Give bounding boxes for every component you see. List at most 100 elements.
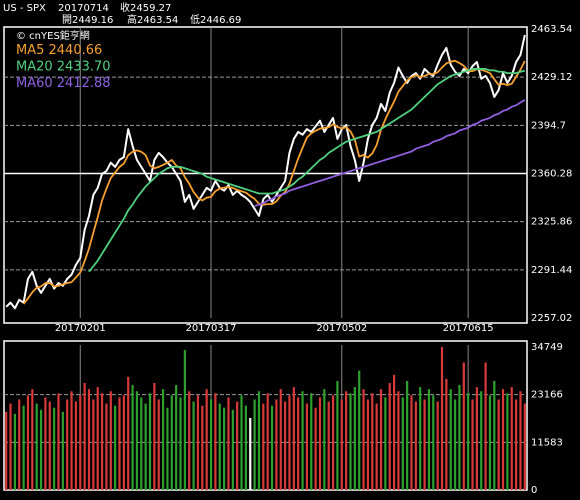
volume-bar	[270, 405, 274, 490]
volume-bar	[279, 389, 282, 490]
volume-bar	[114, 405, 117, 490]
volume-bar	[144, 403, 147, 490]
volume-bar	[475, 387, 478, 490]
volume-bar	[401, 397, 404, 490]
volume-bar	[83, 383, 86, 490]
volume-bar	[240, 395, 243, 490]
x-tick-label: 20170317	[186, 323, 237, 334]
y-tick-label: 2325.86	[531, 217, 572, 228]
volume-bar	[183, 350, 186, 490]
volume-bar	[488, 395, 492, 490]
volume-bar	[13, 413, 16, 490]
volume-bar	[427, 389, 431, 490]
y-tick-label: 23166	[531, 390, 563, 401]
price-line	[254, 99, 526, 207]
volume-bar	[105, 403, 108, 490]
volume-bar	[301, 391, 304, 490]
y-tick-label: 2463.54	[531, 24, 572, 35]
volume-bar	[201, 405, 204, 490]
open-price: 開2449.16	[62, 14, 113, 26]
legend-entry: MA20 2433.70	[16, 60, 111, 75]
volume-bar	[157, 399, 160, 490]
volume-bar	[231, 409, 234, 490]
volume-bar	[135, 391, 139, 490]
volume-bar	[506, 393, 509, 490]
volume-bar	[39, 409, 43, 490]
volume-bar	[340, 399, 343, 490]
volume-bar	[349, 393, 352, 490]
y-tick-label: 2360.28	[531, 169, 572, 180]
volume-bar	[515, 399, 518, 490]
volume-bar	[501, 389, 505, 490]
volume-bar	[122, 395, 125, 490]
volume-bar	[5, 411, 8, 490]
volume-bar	[35, 403, 38, 490]
volume-bar	[453, 399, 457, 490]
volume-bar	[462, 362, 465, 490]
y-tick-label: 2429.12	[531, 72, 572, 83]
volume-bar	[175, 385, 178, 490]
y-tick-label: 2394.7	[531, 120, 566, 131]
volume-bar	[222, 407, 226, 490]
y-tick-label: 2291.44	[531, 265, 572, 276]
volume-bar	[345, 391, 348, 490]
volume-bar	[297, 397, 300, 490]
volume-bar	[432, 395, 435, 490]
volume-bar	[262, 403, 265, 490]
volume-bar	[423, 399, 426, 490]
volume-bar	[205, 389, 208, 490]
y-tick-label: 34749	[531, 342, 563, 353]
legend-entry: MA5 2440.66	[16, 43, 102, 58]
volume-bar	[371, 393, 374, 490]
volume-bar	[362, 389, 365, 490]
volume-bar	[214, 393, 217, 490]
volume-bar	[192, 401, 195, 490]
watermark: © cnYES鉅亨網	[16, 29, 90, 42]
y-tick-label: 2257.02	[531, 313, 572, 324]
volume-bar	[471, 399, 474, 490]
volume-bar	[379, 389, 383, 490]
volume-bar	[244, 405, 247, 490]
price-line	[5, 34, 526, 310]
volume-bar	[436, 401, 439, 490]
volume-bar	[96, 387, 99, 490]
volume-bar	[323, 389, 326, 490]
volume-bar	[140, 397, 143, 490]
volume-bar	[266, 393, 269, 490]
volume-bar	[87, 389, 91, 490]
volume-bar	[384, 397, 387, 490]
volume-bar	[57, 393, 60, 490]
volume-bar	[131, 385, 134, 490]
volume-bar	[419, 387, 422, 490]
volume-bar	[161, 389, 165, 490]
volume-bar	[467, 393, 470, 490]
y-tick-label: 11583	[531, 437, 563, 448]
close-price: 收2459.27	[120, 1, 171, 14]
volume-bar	[218, 403, 221, 490]
volume-bar	[109, 391, 112, 490]
volume-bar	[179, 397, 182, 490]
volume-bar	[227, 397, 230, 490]
volume-bar	[275, 399, 278, 490]
volume-bar	[510, 387, 513, 490]
high-price: 高2463.54	[127, 13, 178, 26]
volume-bar	[353, 387, 356, 490]
volume-bar	[440, 347, 444, 490]
volume-bar	[480, 391, 483, 490]
volume-bar	[284, 401, 287, 490]
volume-bar	[336, 380, 339, 490]
volume-bar	[61, 411, 64, 490]
volume-bar	[209, 399, 213, 490]
volume-bar	[493, 380, 496, 490]
volume-bar	[253, 399, 256, 490]
x-tick-label: 20170615	[443, 323, 494, 334]
volume-bar	[414, 401, 417, 490]
volume-bar	[31, 389, 34, 490]
volume-bar	[48, 401, 51, 490]
volume-bar	[310, 393, 313, 490]
price-line	[88, 68, 526, 273]
volume-bar	[388, 383, 391, 490]
volume-bar	[127, 376, 130, 490]
volume-bar	[66, 399, 69, 490]
